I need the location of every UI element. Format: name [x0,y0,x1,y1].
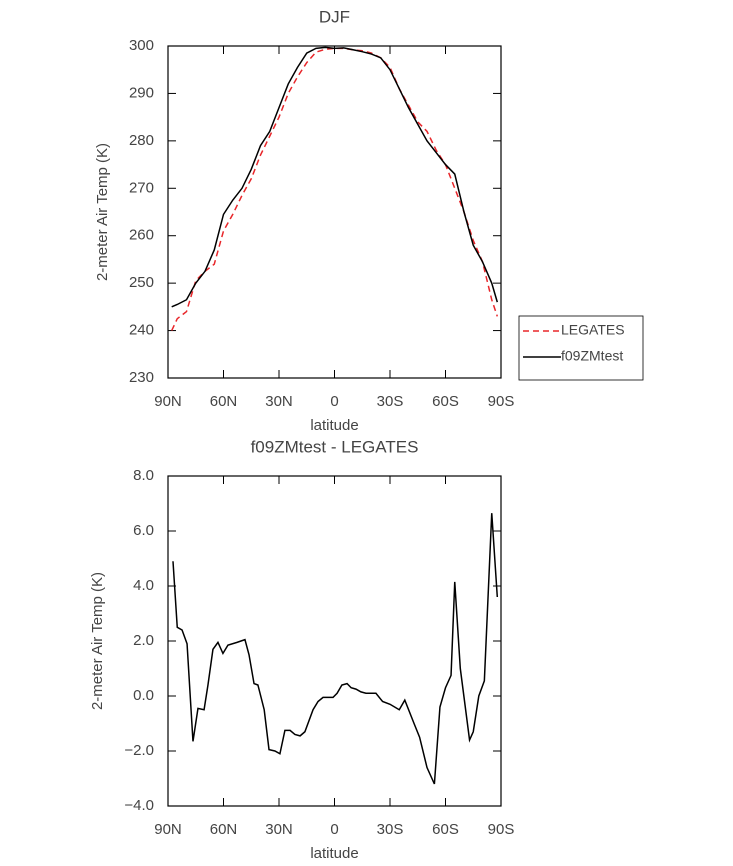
legend-label: LEGATES [561,322,625,338]
y-tick-label: 240 [129,322,154,339]
chart-title: DJF [319,7,350,26]
plot-frame [167,475,502,807]
y-tick-label: 260 [129,227,154,244]
x-tick-label: 60S [432,393,459,410]
x-tick-label: 30S [377,821,404,838]
x-tick-label: 30S [377,393,404,410]
y-tick-label: −4.0 [124,797,154,814]
y-tick-label: 280 [129,132,154,149]
x-tick-label: 0 [330,393,338,410]
x-tick-label: 30N [265,393,293,410]
x-tick-label: 30N [265,821,293,838]
y-tick-label: 270 [129,179,154,196]
x-tick-label: 90S [488,393,515,410]
x-tick-label: 90S [488,821,515,838]
legend-label: f09ZMtest [561,348,623,364]
x-tick-label: 90N [154,393,182,410]
y-tick-label: 8.0 [133,467,154,484]
x-axis-label: latitude [310,845,358,862]
legend-frame [518,315,644,381]
y-axis-label: 2-meter Air Temp (K) [94,143,111,281]
data-line [172,513,499,785]
y-tick-label: 6.0 [133,522,154,539]
x-tick-label: 0 [330,821,338,838]
data-line [171,47,499,331]
chart-title: f09ZMtest - LEGATES [251,437,419,456]
y-tick-label: 250 [129,274,154,291]
x-tick-label: 90N [154,821,182,838]
x-tick-label: 60S [432,821,459,838]
y-tick-label: 300 [129,37,154,54]
y-tick-label: 0.0 [133,687,154,704]
y-tick-label: 2.0 [133,632,154,649]
y-tick-label: 230 [129,369,154,386]
y-tick-label: 290 [129,84,154,101]
x-tick-label: 60N [210,821,238,838]
x-tick-label: 60N [210,393,238,410]
data-line [171,46,499,308]
y-tick-label: 4.0 [133,577,154,594]
x-axis-label: latitude [310,417,358,434]
y-tick-label: −2.0 [124,742,154,759]
y-axis-label: 2-meter Air Temp (K) [89,572,106,710]
plot-frame [167,45,502,379]
